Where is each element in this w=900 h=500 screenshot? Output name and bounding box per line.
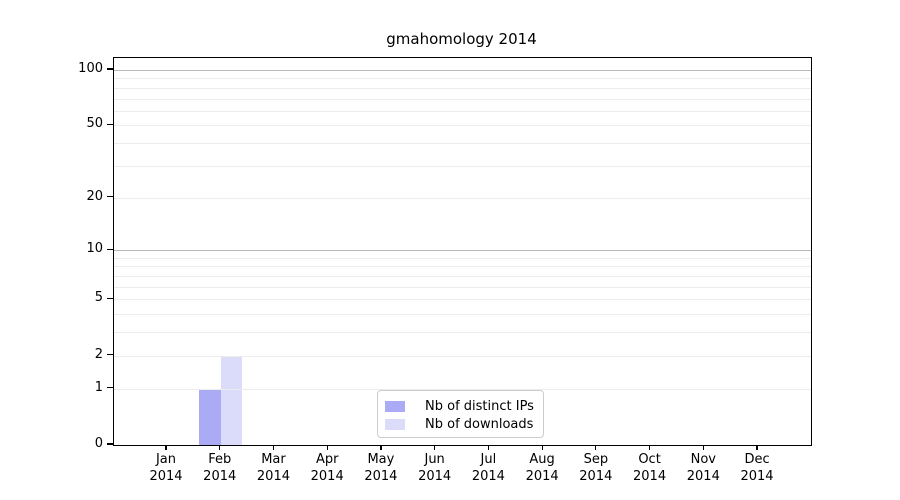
legend-item: Nb of distinct IPs <box>385 397 535 415</box>
x-tick-mark <box>595 445 597 450</box>
gridline-minor <box>114 98 811 100</box>
x-tick-label: Oct 2014 <box>622 451 678 485</box>
gridline-minor <box>114 87 811 89</box>
x-tick-year: 2014 <box>686 469 720 484</box>
y-tick-label: 5 <box>94 290 103 306</box>
x-tick-month: Oct <box>638 452 661 467</box>
x-tick-label: Jun 2014 <box>407 451 463 485</box>
x-tick-year: 2014 <box>149 469 183 484</box>
x-tick-month: Aug <box>529 452 555 467</box>
x-tick-mark <box>702 445 704 450</box>
y-tick-label: 1 <box>94 379 103 395</box>
x-tick-year: 2014 <box>418 469 452 484</box>
x-tick-year: 2014 <box>740 469 774 484</box>
x-tick-mark <box>272 445 275 450</box>
legend-label: Nb of distinct IPs <box>425 398 534 414</box>
y-tick-mark <box>107 387 113 389</box>
y-tick-label: 50 <box>86 116 103 132</box>
x-tick-mark <box>326 445 328 450</box>
x-tick-label: Dec 2014 <box>729 451 785 485</box>
gridline-minor <box>114 125 811 127</box>
x-tick-label: Nov 2014 <box>675 451 731 485</box>
x-tick-year: 2014 <box>471 469 505 484</box>
y-tick-mark <box>107 248 113 250</box>
x-tick-label: Jul 2014 <box>460 451 516 485</box>
x-tick-year: 2014 <box>525 469 559 484</box>
x-tick-month: Feb <box>208 452 232 467</box>
legend-label: Nb of downloads <box>425 416 534 432</box>
y-tick-mark <box>107 195 113 198</box>
x-tick-label: May 2014 <box>353 451 409 485</box>
y-tick-label: 20 <box>86 188 103 204</box>
gridline-minor <box>114 165 811 167</box>
gridline-minor <box>114 266 811 268</box>
x-tick-month: Jul <box>480 452 497 467</box>
bar-nb-of-distinct-ips <box>199 388 221 445</box>
x-tick-month: Mar <box>261 452 286 467</box>
x-tick-month: Sep <box>583 452 609 467</box>
y-tick-label: 0 <box>94 436 103 451</box>
x-tick-label: Sep 2014 <box>568 451 624 485</box>
x-tick-label: Mar 2014 <box>245 451 301 485</box>
x-tick-mark <box>219 445 221 450</box>
x-tick-mark <box>756 445 758 450</box>
gridline-minor <box>114 286 811 288</box>
x-tick-year: 2014 <box>310 469 344 484</box>
x-tick-mark <box>434 445 436 450</box>
x-tick-mark <box>487 445 489 450</box>
gridline-major <box>114 250 811 252</box>
x-tick-month: Jan <box>155 452 177 467</box>
x-tick-month: Apr <box>315 452 339 467</box>
gridline-minor <box>114 143 811 145</box>
x-tick-month: May <box>367 452 395 467</box>
x-tick-year: 2014 <box>256 469 290 484</box>
gridline-minor <box>114 197 811 199</box>
y-tick-mark <box>107 123 113 126</box>
gridline-minor <box>114 388 811 390</box>
x-tick-label: Feb 2014 <box>192 451 248 485</box>
legend-swatch <box>385 418 405 430</box>
y-tick-mark <box>107 68 113 70</box>
x-tick-label: Apr 2014 <box>299 451 355 485</box>
x-tick-year: 2014 <box>364 469 398 484</box>
chart-title: gmahomology 2014 <box>386 30 537 48</box>
gridline-minor <box>114 110 811 112</box>
legend: Nb of distinct IPs Nb of downloads <box>377 390 544 438</box>
x-tick-month: Dec <box>744 452 770 467</box>
legend-item: Nb of downloads <box>385 415 535 433</box>
gridline-minor <box>114 332 811 334</box>
y-tick-mark <box>107 297 113 299</box>
y-tick-mark <box>107 354 113 356</box>
x-tick-mark <box>648 445 651 450</box>
x-tick-year: 2014 <box>633 469 667 484</box>
x-tick-label: Aug 2014 <box>514 451 570 485</box>
x-tick-month: Jun <box>424 452 445 467</box>
y-tick-label: 2 <box>94 346 103 362</box>
y-tick-label: 100 <box>78 60 103 76</box>
gridline-minor <box>114 78 811 80</box>
x-tick-mark <box>165 445 167 450</box>
x-tick-mark <box>541 445 543 450</box>
gridline-major <box>114 69 811 71</box>
gridline-minor <box>114 299 811 301</box>
gridline-minor <box>114 314 811 316</box>
gridline-minor <box>114 257 811 259</box>
x-tick-label: Jan 2014 <box>138 451 194 485</box>
x-tick-mark <box>380 445 382 450</box>
y-tick-label: 10 <box>86 241 103 257</box>
x-tick-month: Nov <box>690 452 716 467</box>
legend-swatch <box>385 400 405 412</box>
gridline-minor <box>114 276 811 277</box>
bar-nb-of-downloads <box>220 355 243 445</box>
gridline-minor <box>114 355 811 357</box>
y-tick-mark <box>107 443 113 445</box>
plot-area <box>113 57 812 446</box>
x-tick-year: 2014 <box>579 469 613 484</box>
x-tick-year: 2014 <box>203 469 237 484</box>
